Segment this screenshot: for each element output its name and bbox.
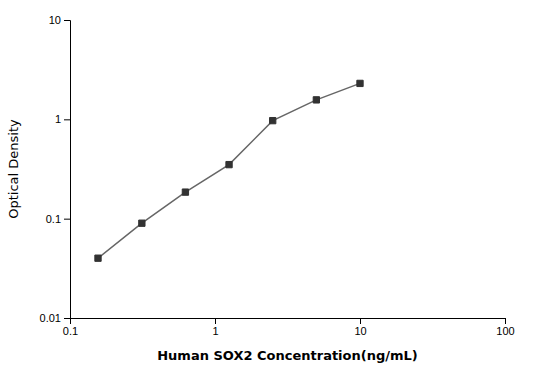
x-tick-label: 0.1 — [63, 325, 78, 337]
y-tick-mark — [64, 20, 70, 21]
y-tick: 0.1 — [46, 213, 70, 225]
x-axis-title: Human SOX2 Concentration(ng/mL) — [157, 348, 418, 363]
x-tick-mark — [360, 318, 361, 324]
y-axis-title: Optical Density — [6, 119, 21, 219]
y-tick-label: 0.1 — [46, 213, 61, 225]
x-tick: 0.1 — [63, 318, 78, 337]
x-tick: 100 — [496, 318, 514, 337]
y-tick-mark — [64, 119, 70, 120]
y-tick: 10 — [49, 14, 70, 26]
series — [95, 80, 363, 261]
point — [95, 255, 101, 261]
plot: 0.11101000.010.1110 — [40, 14, 515, 337]
point — [270, 117, 276, 123]
x-tick-label: 10 — [354, 325, 366, 337]
x-tick-mark — [215, 318, 216, 324]
x-tick-mark — [505, 318, 506, 324]
point — [182, 189, 188, 195]
point — [357, 80, 363, 86]
y-tick: 0.01 — [40, 312, 70, 324]
x-tick: 1 — [212, 318, 218, 337]
x-axis: 0.1 1 10 100 — [63, 318, 515, 337]
y-axis: 0.01 0.1 1 10 — [40, 14, 71, 324]
y-tick-mark — [64, 219, 70, 220]
x-tick-label: 1 — [212, 325, 218, 337]
y-tick: 1 — [55, 113, 70, 125]
x-tick: 10 — [354, 318, 366, 337]
point — [313, 97, 319, 103]
y-tick-label: 1 — [55, 113, 61, 125]
y-tick-label: 10 — [49, 14, 61, 26]
x-axis-line — [71, 319, 506, 325]
chart: 0.11101000.010.1110Human SOX2 Concentrat… — [0, 0, 533, 372]
y-tick-mark — [64, 318, 70, 319]
line — [98, 83, 360, 258]
y-tick-label: 0.01 — [40, 312, 61, 324]
x-tick-label: 100 — [496, 325, 514, 337]
point — [226, 161, 232, 167]
point — [139, 220, 145, 226]
y-axis-line — [64, 21, 71, 319]
